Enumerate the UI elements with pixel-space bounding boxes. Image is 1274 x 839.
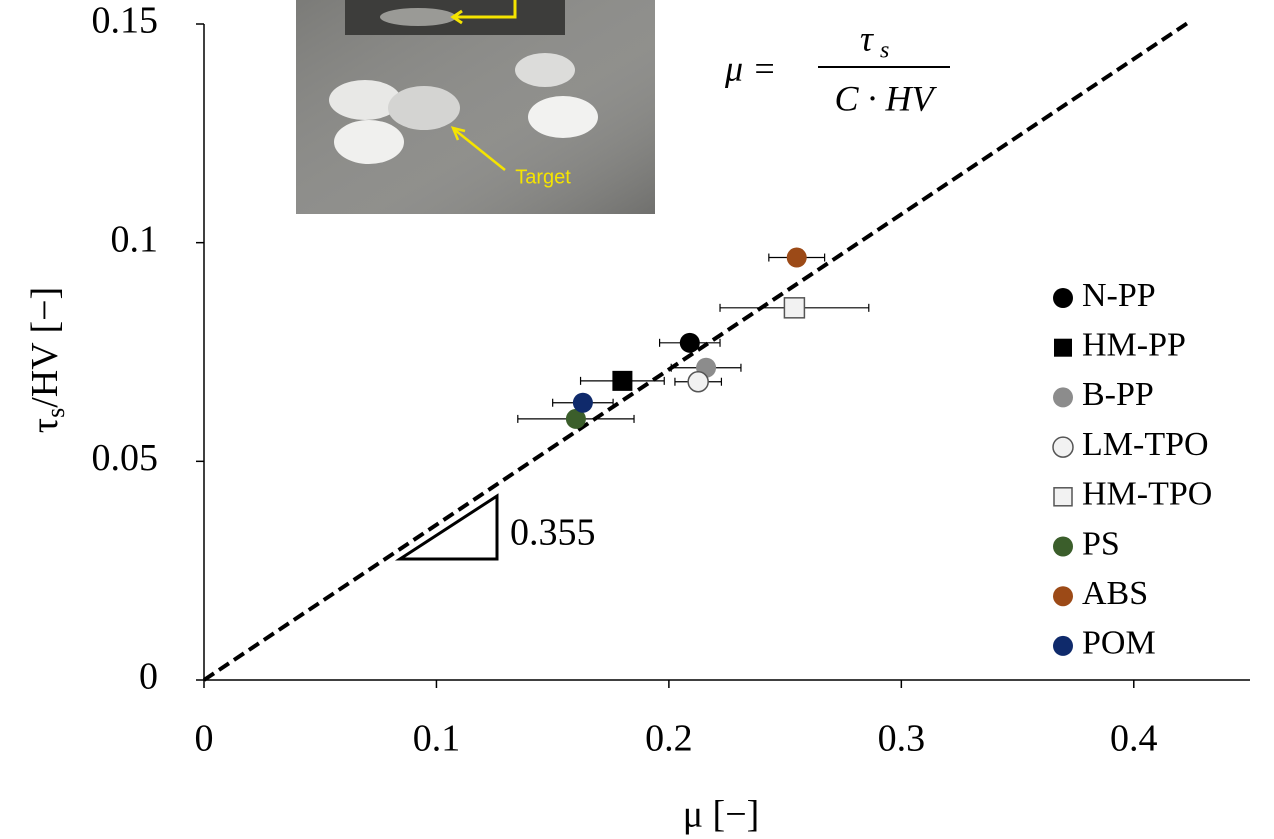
point: [687, 370, 709, 393]
legend-marker: [1053, 487, 1073, 507]
legend-label: B-PP: [1082, 376, 1154, 413]
equation-num-sub: s: [880, 38, 889, 64]
x-tick-label: 0.3: [878, 718, 926, 760]
photo-inset: Target: [296, 0, 655, 214]
equation: μ = τ s C · HV: [724, 18, 950, 118]
point: [572, 392, 593, 413]
x-tick-label: 0.1: [413, 718, 461, 760]
y-axis-title: τs/HV [−]: [24, 287, 70, 433]
slope-label: 0.355: [510, 512, 596, 554]
y-tick-label: 0.05: [92, 437, 159, 479]
x-tick-label: 0: [195, 718, 214, 760]
legend-label: PS: [1082, 525, 1120, 562]
legend-marker: [1053, 635, 1073, 656]
point: [783, 297, 806, 319]
legend-marker: [1054, 338, 1072, 357]
point: [612, 370, 633, 391]
x-tick-label: 0.2: [645, 718, 693, 760]
point: [565, 408, 586, 429]
slope-triangle: [394, 493, 499, 561]
legend-label: HM-TPO: [1082, 476, 1212, 513]
legend-marker: [1053, 288, 1073, 308]
legend-label: N-PP: [1082, 277, 1156, 314]
y-title-sub: s: [41, 408, 70, 418]
point: [786, 247, 807, 268]
legend-marker: [1053, 586, 1073, 607]
legend-label: POM: [1082, 625, 1156, 662]
y-tick-label: 0.15: [92, 0, 159, 42]
legend-marker: [1052, 436, 1074, 458]
legend-marker: [1053, 536, 1073, 557]
equation-den: C · HV: [835, 78, 938, 118]
y-title-part: /HV [−]: [24, 287, 66, 408]
y-title-part: τ: [24, 418, 66, 433]
legend-marker: [1053, 387, 1073, 408]
y-tick-label: 0: [139, 656, 158, 698]
equation-num: τ: [860, 18, 874, 58]
equation-lhs: μ =: [724, 48, 776, 88]
legend-label: LM-TPO: [1082, 426, 1209, 463]
point: [679, 332, 700, 353]
x-axis-title: μ [−]: [683, 794, 760, 836]
inset-label: Target: [515, 166, 571, 188]
legend-label: HM-PP: [1082, 326, 1186, 363]
y-tick-label: 0.1: [111, 218, 159, 260]
legend-label: ABS: [1082, 575, 1148, 612]
x-tick-label: 0.4: [1110, 718, 1158, 760]
